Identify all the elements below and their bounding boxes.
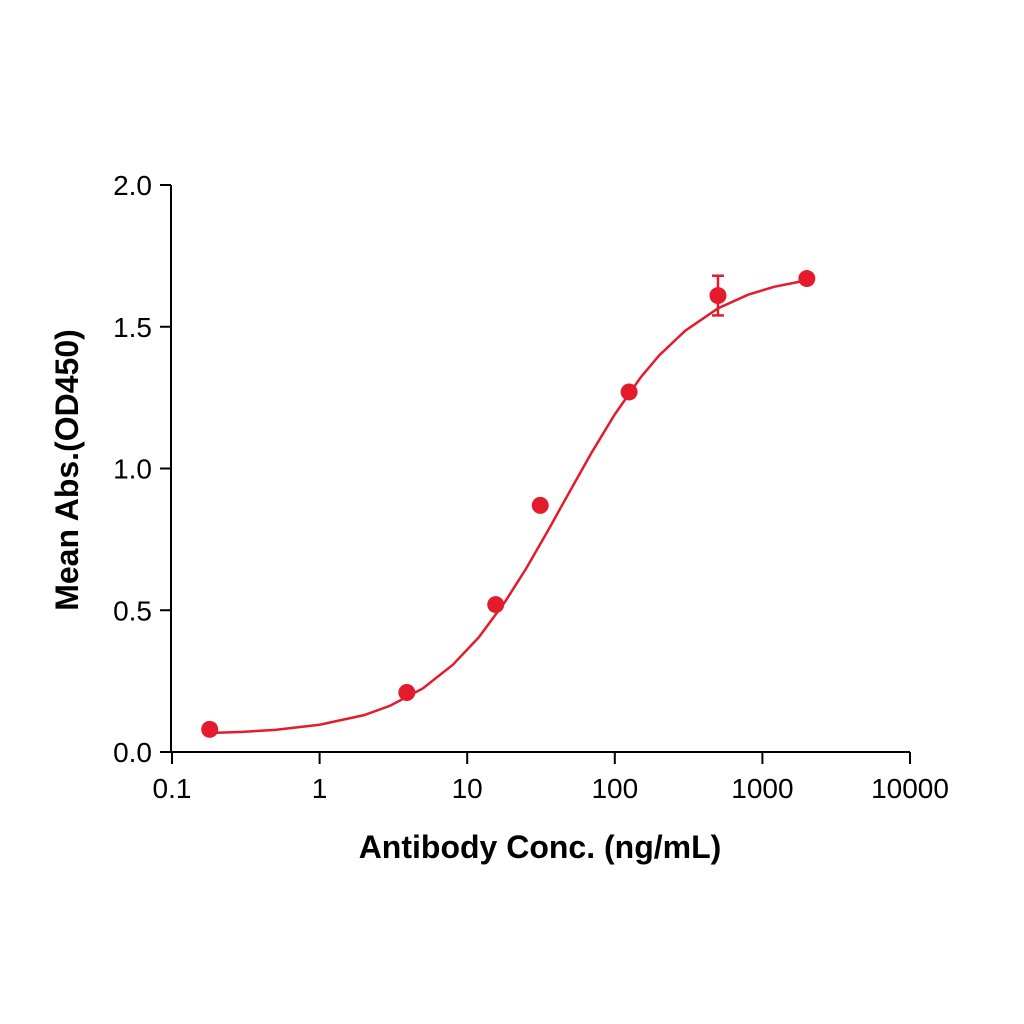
- y-tick-label: 0.0: [113, 737, 152, 768]
- y-tick-label: 0.5: [113, 595, 152, 626]
- data-point: [709, 287, 727, 305]
- x-tick-label: 10000: [871, 773, 949, 804]
- x-tick-label: 10: [452, 773, 483, 804]
- y-axis-title: Mean Abs.(OD450): [49, 329, 85, 611]
- x-tick-label: 0.1: [153, 773, 192, 804]
- x-tick-label: 1: [312, 773, 328, 804]
- y-tick-label: 1.0: [113, 454, 152, 485]
- x-tick-label: 100: [591, 773, 638, 804]
- x-tick-label: 1000: [731, 773, 793, 804]
- data-point: [620, 383, 638, 401]
- data-point: [398, 683, 416, 701]
- data-point: [201, 720, 219, 738]
- y-tick-label: 2.0: [113, 170, 152, 201]
- fit-curve: [209, 279, 808, 735]
- y-tick-label: 1.5: [113, 312, 152, 343]
- x-axis-title: Antibody Conc. (ng/mL): [359, 829, 722, 865]
- data-point: [531, 496, 549, 514]
- data-point: [798, 270, 816, 288]
- data-point: [487, 596, 505, 614]
